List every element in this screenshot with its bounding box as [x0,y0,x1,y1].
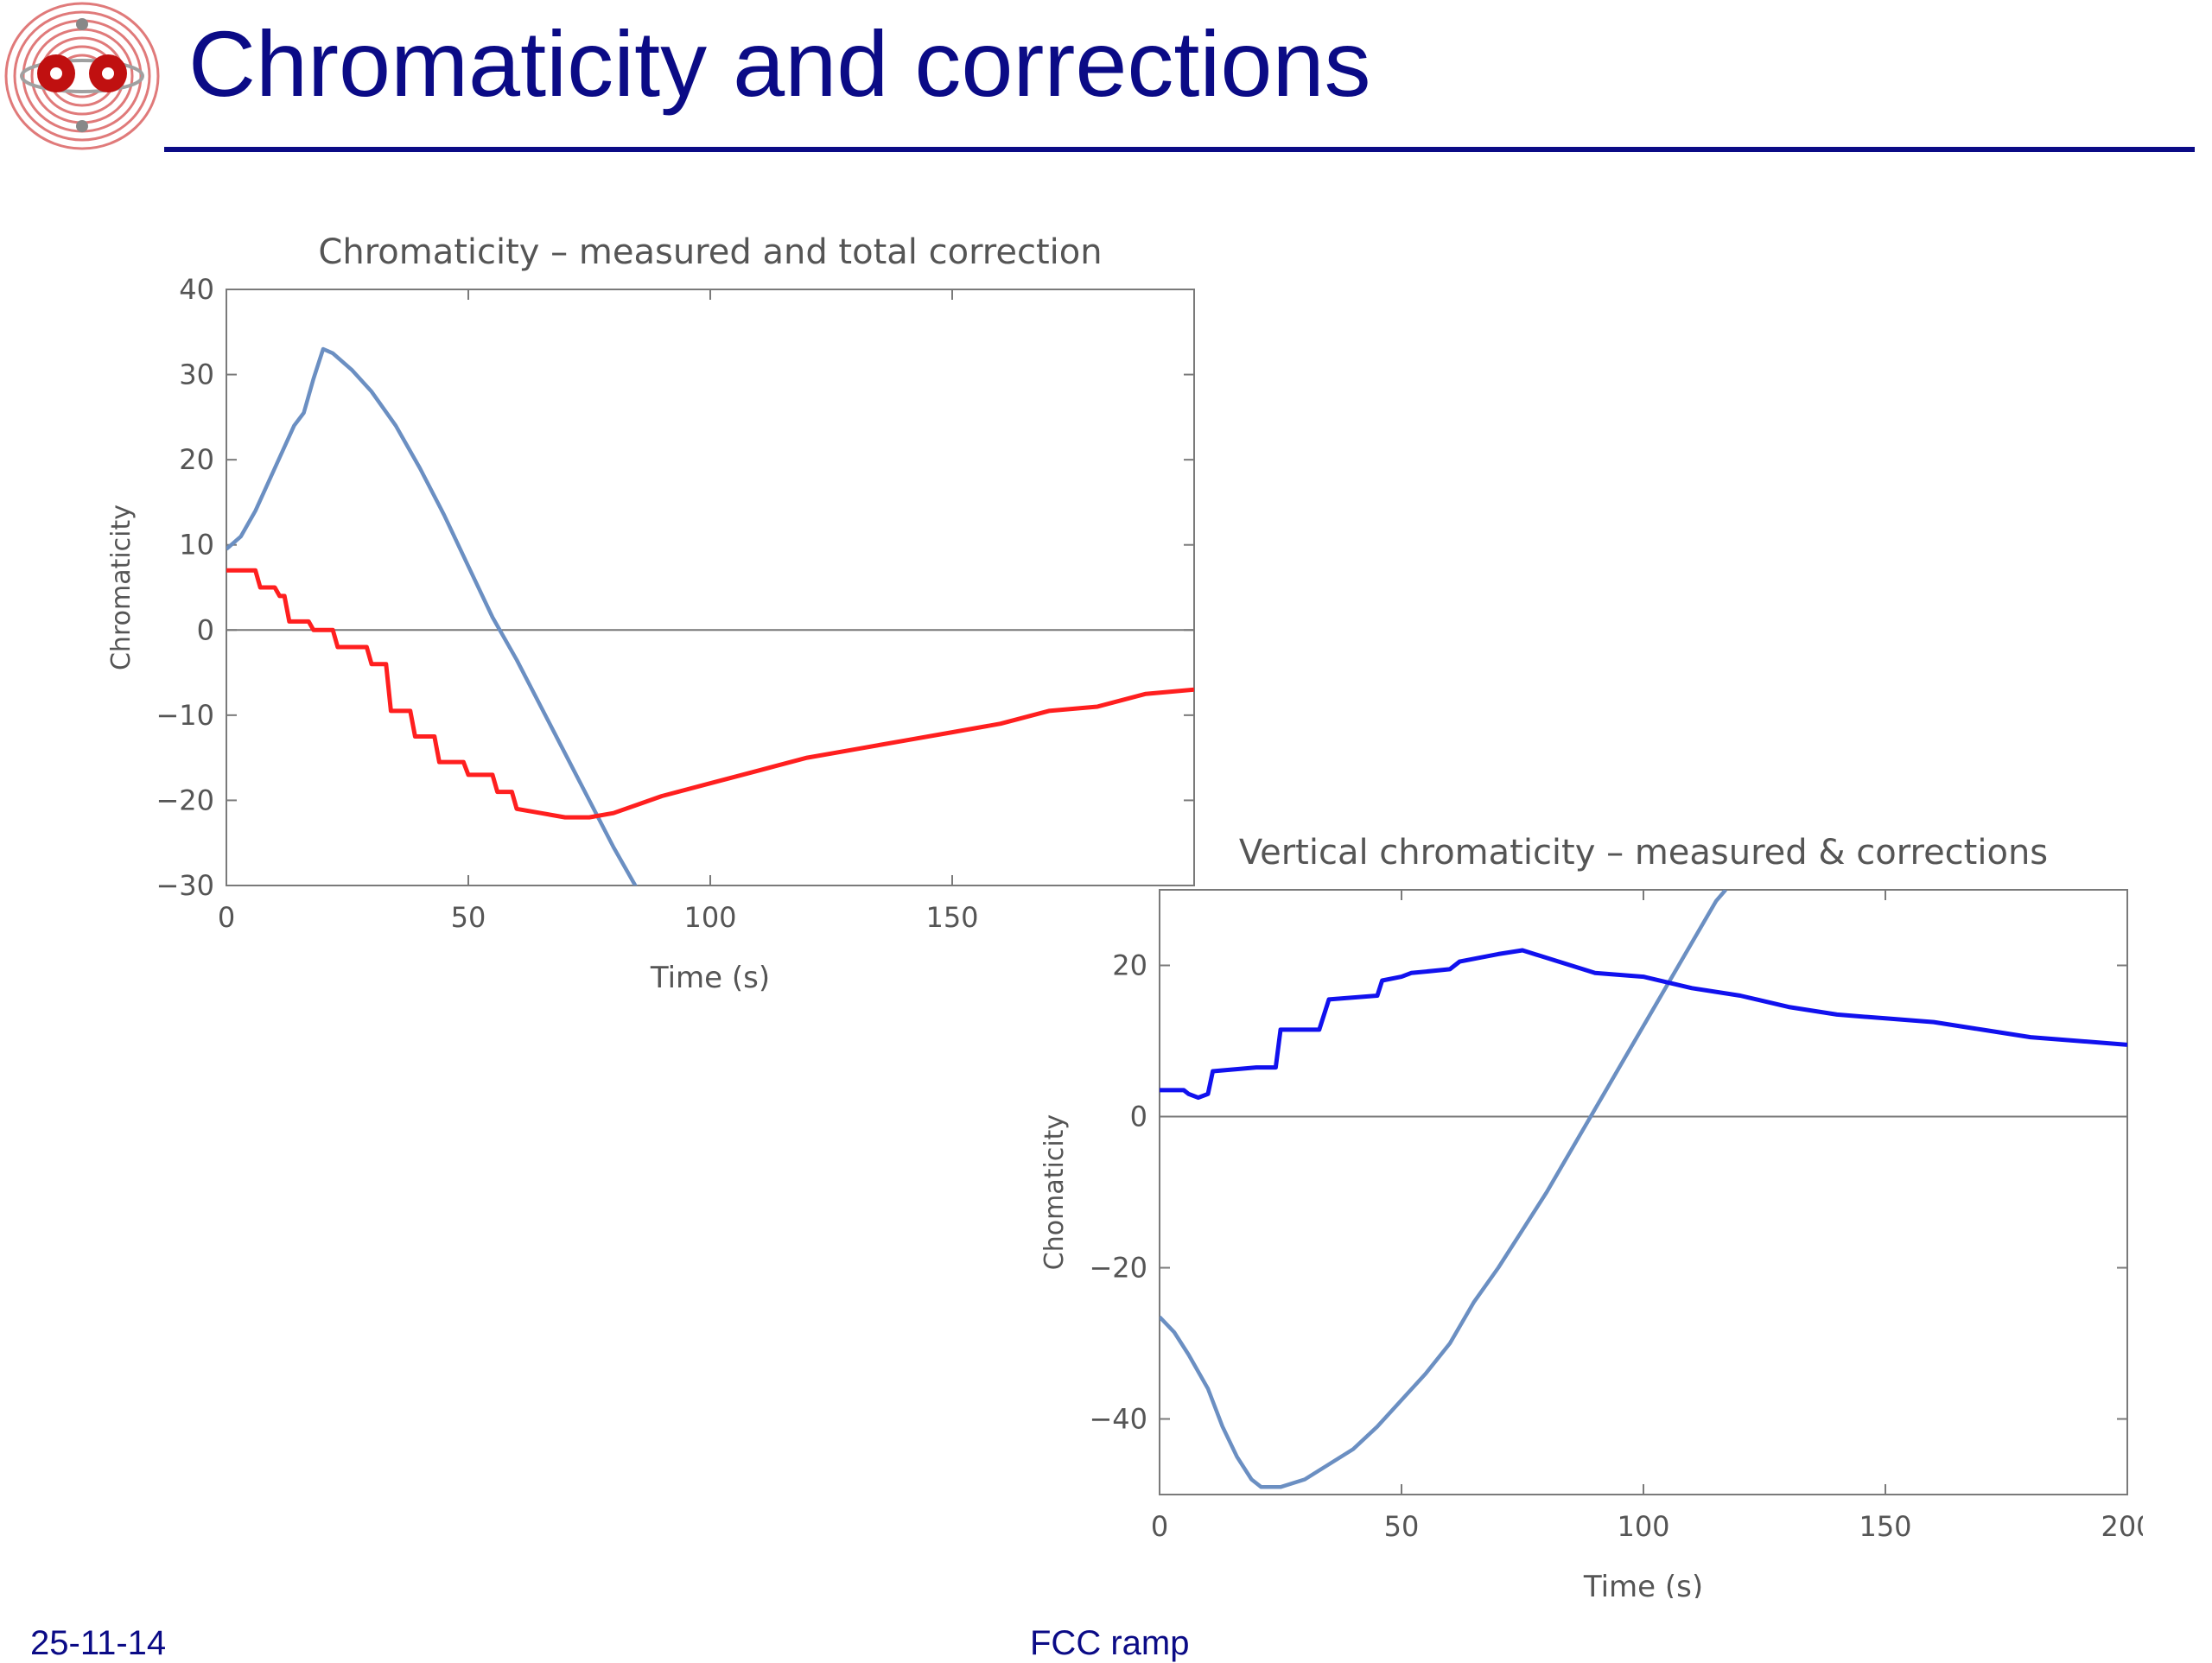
chart2-x-tick-label: 150 [1859,1510,1911,1543]
chart2-y-axis-label: Chomaticity [1039,1114,1070,1270]
chart2-y-tick-label: 20 [1112,949,1147,982]
chart2-x-tick-label: 100 [1617,1510,1669,1543]
logo-beam [20,59,144,93]
title-rule [164,147,2195,152]
chart2-x-axis-label: Time (s) [1583,1570,1703,1598]
chart1-y-tick-label: −10 [156,699,214,732]
chart2-frame [1159,889,2128,1495]
footer-date: 25-11-14 [30,1624,167,1662]
chart1-plot-area [226,346,1194,885]
chart2-y-tick-label: −40 [1089,1403,1147,1436]
accelerator-logo-icon [4,2,160,150]
chart1-y-axis-label: Chromaticity [106,505,137,670]
logo-beam-core-left [50,67,62,79]
chart1-y-tick-label: 0 [197,613,214,646]
chart1-y-tick-label: 40 [179,273,214,306]
chart2-x-tick-label: 200 [2101,1510,2143,1543]
chart1-x-axis-label: Time (s) [650,961,770,995]
slide-title: Chromaticity and corrections [188,11,1371,116]
chart1-x-tick-label: 100 [683,901,736,934]
chart1-y-tick-label: −30 [156,869,214,902]
chart1-y-tick-label: 20 [179,443,214,476]
chart1-x-tick-label: 150 [925,901,978,934]
chart1-x-tick-label: 0 [218,901,235,934]
logo-dot-top [76,18,88,30]
chart-measured-total-correction: 0 50 100 150 −30 −20 −10 0 10 20 30 40 Chromaticity … [106,232,1195,995]
chart2-x-tick-label: 0 [1151,1510,1168,1543]
chart2-x-tick-label: 50 [1384,1510,1420,1543]
logo-ring [4,2,160,150]
chart1-series-0 [226,346,638,885]
logo-dot-bottom [76,120,88,132]
chart2-title: Vertical chromaticity – measured & corre… [1239,833,2048,873]
chart-vertical-chromaticity: 0 50 100 150 200 −40 −20 0 20 Vertical chromatici… [1039,833,2143,1598]
chart1-y-tick-label: −20 [156,784,214,816]
chart2-series-1 [1160,948,2127,1101]
chart2-plot-area [1160,890,2127,1489]
logo-beam-core-right [102,67,114,79]
footer-center: FCC ramp [1030,1624,1190,1662]
logo-ring [13,10,151,142]
chart1-frame [226,289,1195,886]
chart1-y-tick-label: 30 [179,359,214,391]
chart2-y-tick-label: −20 [1089,1252,1147,1285]
chart1-x-tick-label: 50 [451,901,486,934]
chart1-series-1 [226,568,1194,820]
chart1-title: Chromaticity – measured and total correc… [318,232,1102,272]
chart2-y-tick-label: 0 [1130,1101,1147,1133]
chart2-series-0 [1160,890,1727,1489]
chart1-y-tick-label: 10 [179,529,214,562]
